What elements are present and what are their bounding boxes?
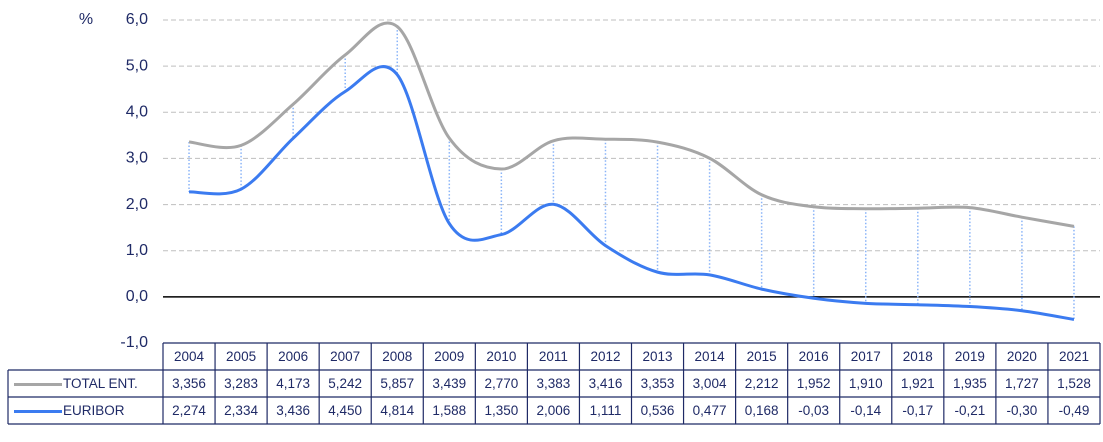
y-axis-label: % bbox=[79, 11, 93, 28]
data-label: 2,006 bbox=[537, 403, 571, 418]
x-tick-label: 2021 bbox=[1059, 349, 1089, 364]
x-tick-label: 2018 bbox=[903, 349, 933, 364]
data-label: 3,416 bbox=[589, 376, 623, 391]
x-tick-label: 2019 bbox=[955, 349, 985, 364]
data-label: 4,450 bbox=[328, 403, 362, 418]
x-tick-label: 2017 bbox=[851, 349, 881, 364]
data-label: 3,283 bbox=[224, 376, 258, 391]
x-tick-label: 2004 bbox=[174, 349, 205, 364]
data-label: 3,004 bbox=[693, 376, 727, 391]
data-label: 1,528 bbox=[1057, 376, 1091, 391]
data-label: 1,588 bbox=[432, 403, 466, 418]
y-tick-label: 6,0 bbox=[126, 11, 148, 28]
data-label: 4,173 bbox=[276, 376, 310, 391]
data-label: 3,439 bbox=[432, 376, 466, 391]
legend-label: TOTAL ENT. bbox=[63, 376, 138, 391]
x-tick-label: 2014 bbox=[695, 349, 726, 364]
data-label: 2,274 bbox=[172, 403, 206, 418]
data-label: 1,952 bbox=[797, 376, 831, 391]
data-label: 1,910 bbox=[849, 376, 883, 391]
data-label: 3,356 bbox=[172, 376, 206, 391]
x-tick-label: 2009 bbox=[434, 349, 464, 364]
data-label: 1,111 bbox=[590, 403, 622, 418]
x-tick-label: 2020 bbox=[1007, 349, 1037, 364]
data-label: 2,334 bbox=[224, 403, 258, 418]
x-tick-label: 2007 bbox=[330, 349, 360, 364]
x-tick-label: 2013 bbox=[643, 349, 673, 364]
data-label: 0,477 bbox=[693, 403, 727, 418]
data-label: 3,353 bbox=[641, 376, 675, 391]
x-tick-label: 2012 bbox=[590, 349, 620, 364]
data-label: 1,921 bbox=[901, 376, 935, 391]
data-label: 0,168 bbox=[745, 403, 779, 418]
legend-label: EURIBOR bbox=[63, 403, 125, 418]
data-label: 2,770 bbox=[484, 376, 518, 391]
y-tick-label: 4,0 bbox=[126, 104, 148, 121]
data-label: -0,14 bbox=[850, 403, 881, 418]
y-tick-label: 2,0 bbox=[126, 196, 148, 213]
y-tick-label: 1,0 bbox=[126, 242, 148, 259]
data-label: -0,21 bbox=[954, 403, 985, 418]
x-tick-label: 2006 bbox=[278, 349, 308, 364]
data-label: 2,212 bbox=[745, 376, 779, 391]
data-label: 5,242 bbox=[328, 376, 362, 391]
data-label: 1,727 bbox=[1005, 376, 1039, 391]
y-tick-label: -1,0 bbox=[120, 334, 148, 351]
data-label: 3,383 bbox=[537, 376, 571, 391]
x-tick-label: 2016 bbox=[799, 349, 829, 364]
y-tick-label: 5,0 bbox=[126, 57, 148, 74]
data-label: 4,814 bbox=[380, 403, 414, 418]
data-label: -0,03 bbox=[798, 403, 829, 418]
data-label: -0,49 bbox=[1059, 403, 1090, 418]
x-tick-label: 2010 bbox=[486, 349, 516, 364]
series-line bbox=[188, 65, 1075, 321]
data-label: 1,350 bbox=[484, 403, 518, 418]
data-label: 3,436 bbox=[276, 403, 310, 418]
data-label: -0,30 bbox=[1007, 403, 1038, 418]
data-label: -0,17 bbox=[902, 403, 933, 418]
y-tick-label: 3,0 bbox=[126, 150, 148, 167]
x-tick-label: 2015 bbox=[747, 349, 777, 364]
data-label: 1,935 bbox=[953, 376, 987, 391]
y-tick-label: 0,0 bbox=[126, 288, 148, 305]
x-tick-label: 2011 bbox=[539, 349, 568, 364]
x-tick-label: 2005 bbox=[226, 349, 256, 364]
series-line bbox=[188, 21, 1075, 228]
data-label: 0,536 bbox=[641, 403, 675, 418]
x-tick-label: 2008 bbox=[382, 349, 412, 364]
data-label: 5,857 bbox=[380, 376, 414, 391]
